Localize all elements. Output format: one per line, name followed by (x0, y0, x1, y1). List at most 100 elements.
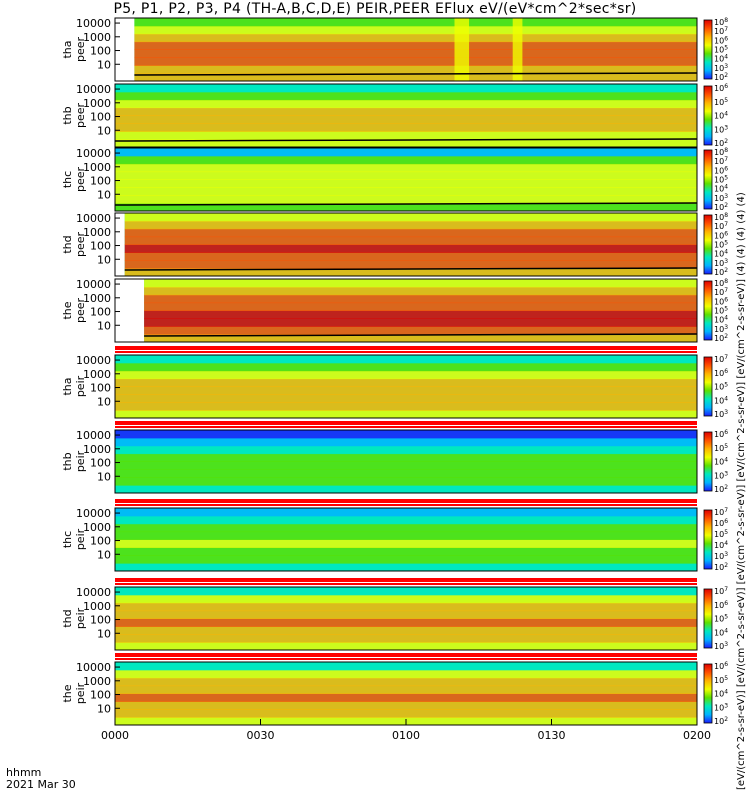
panel-y-label: thepeir (61, 682, 87, 704)
colorbar-tick-exponent: 3 (724, 641, 728, 648)
colorbar-tick-label: 104 (714, 249, 728, 259)
spacecraft-potential-trace (114, 138, 698, 142)
colorbar-tick-label: 107 (714, 507, 728, 517)
colorbar-tick-exponent: 2 (724, 484, 728, 491)
panel-y-label: thdpeir (61, 607, 87, 629)
y-tick-label: 10 (97, 548, 111, 561)
colorbar-tick-label: 106 (714, 165, 728, 175)
colorbar-tick-exponent: 7 (724, 287, 728, 294)
colorbar-tick-label: 104 (714, 395, 728, 405)
y-tick-label: 10 (97, 395, 111, 408)
y-tick-label: 10 (97, 58, 111, 71)
colorbar-tick-label: 102 (714, 484, 728, 494)
panel-y-label: thcpeir (61, 528, 87, 550)
colorbar-tick-label: 104 (714, 689, 728, 699)
colorbar-tick-label: 106 (714, 368, 728, 378)
energy-band (115, 378, 697, 387)
colorbar-tick-exponent: 4 (724, 184, 728, 191)
colorbar-tick-exponent: 7 (724, 156, 728, 163)
colorbar-tick-exponent: 4 (724, 395, 728, 402)
colorbar-tick-label: 106 (714, 429, 728, 439)
energy-band (115, 362, 697, 372)
colorbar (703, 663, 713, 724)
y-tick-label: 100 (90, 240, 111, 253)
colorbar-tick-exponent: 7 (724, 586, 728, 593)
panel-separator (115, 346, 697, 350)
y-tick-label: 10 (97, 253, 111, 266)
colorbar-tick-label: 104 (714, 54, 728, 64)
panel-frame (114, 278, 698, 343)
panel-y-label-line: peer (74, 167, 87, 193)
energy-band (115, 131, 697, 140)
colorbar-tick-exponent: 8 (724, 278, 728, 285)
energy-band (115, 187, 697, 196)
colorbar-tick-exponent: 6 (724, 230, 728, 237)
energy-band (115, 123, 697, 132)
energy-band (115, 91, 697, 101)
colorbar-tick-exponent: 4 (724, 689, 728, 696)
energy-band (115, 662, 697, 671)
y-tick-label: 100 (90, 111, 111, 124)
colorbar-tick-label: 105 (714, 240, 728, 250)
colorbar-tick-exponent: 4 (724, 249, 728, 256)
panel-thc-peer: 10100100010000thcpeer1021031041051061071… (61, 147, 728, 212)
energy-band (124, 252, 697, 261)
energy-band (144, 326, 698, 335)
energy-band (115, 587, 697, 596)
energy-band (115, 523, 697, 533)
y-tick-label: 1000 (83, 675, 111, 688)
y-tick-label: 10000 (76, 83, 111, 96)
y-tick-label: 1000 (83, 226, 111, 239)
energy-band (144, 294, 698, 304)
colorbar-tick-exponent: 2 (724, 333, 728, 340)
colorbar-tick-exponent: 6 (724, 661, 728, 668)
colorbar-units-label: [eV/(cm^2-s-sr-eV)] [eV/(cm^2-s-sr-eV)] … (736, 192, 747, 790)
colorbar-tick-label: 106 (714, 518, 728, 528)
colorbar-tick-exponent: 4 (724, 54, 728, 61)
chart-title: P5, P1, P2, P3, P4 (TH-A,B,C,D,E) PEIR,P… (113, 1, 637, 17)
colorbar-tick-label: 105 (714, 443, 728, 453)
colorbar-tick-exponent: 3 (724, 702, 728, 709)
y-tick-label: 10000 (76, 212, 111, 225)
colorbar-tick-label: 105 (714, 614, 728, 624)
panel-y-label: thcpeer (61, 167, 87, 193)
energy-band (115, 430, 697, 439)
panel-y-label: thbpeer (61, 103, 87, 129)
energy-band (115, 477, 697, 486)
y-tick-label: 1000 (83, 443, 111, 456)
colorbar-tick-exponent: 8 (724, 147, 728, 154)
colorbar-tick-label: 105 (714, 97, 728, 107)
low-flux-interval (512, 18, 523, 81)
colorbar-tick-label: 108 (714, 212, 728, 222)
colorbar-tick-label: 107 (714, 221, 728, 231)
energy-band (115, 445, 697, 455)
colorbar-tick-exponent: 6 (724, 296, 728, 303)
colorbar-tick-label: 105 (714, 675, 728, 685)
colorbar-tick-label: 103 (714, 324, 728, 334)
colorbar-tick-exponent: 3 (724, 63, 728, 70)
y-tick-label: 100 (90, 614, 111, 627)
colorbar-tick-exponent: 5 (724, 529, 728, 536)
y-tick-label: 10 (97, 470, 111, 483)
colorbar-tick-label: 103 (714, 409, 728, 419)
y-tick-label: 100 (90, 45, 111, 58)
colorbar-tick-label: 106 (714, 35, 728, 45)
energy-band (115, 107, 697, 116)
x-tick-label: 0000 (101, 729, 129, 742)
y-tick-label: 100 (90, 306, 111, 319)
x-tick-label: 0030 (247, 729, 275, 742)
energy-band (115, 515, 697, 525)
y-tick-label: 1000 (83, 31, 111, 44)
y-tick-label: 100 (90, 535, 111, 548)
panel-separator (115, 426, 697, 428)
x-axis-label-hhmm: hhmm (6, 766, 42, 779)
energy-band (115, 610, 697, 619)
panel-y-label-line: peir (74, 607, 87, 629)
y-tick-label: 1000 (83, 600, 111, 613)
y-tick-label: 1000 (83, 521, 111, 534)
colorbar-tick-label: 106 (714, 661, 728, 671)
panel-tha-peer: 10100100010000thapeer1021031041051061071… (61, 17, 728, 82)
colorbar-tick-label: 107 (714, 354, 728, 364)
panel-y-label-line: peir (74, 682, 87, 704)
